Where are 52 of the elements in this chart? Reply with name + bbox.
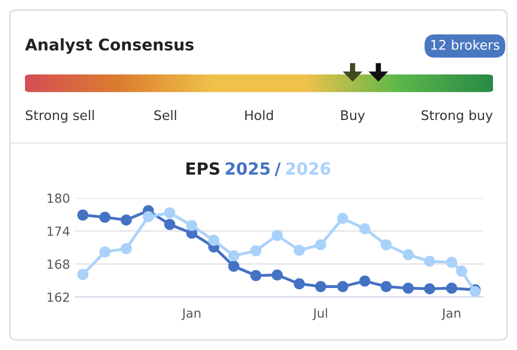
- y-tick-label: 174: [48, 226, 70, 236]
- point: [99, 212, 110, 223]
- text: 2026: [286, 162, 330, 175]
- point: [120, 243, 132, 254]
- point: [315, 280, 326, 292]
- point: [380, 280, 392, 292]
- point: [250, 245, 262, 256]
- point: [359, 223, 370, 234]
- point: [142, 211, 154, 222]
- point: [120, 214, 132, 226]
- point: [294, 278, 305, 290]
- point: [77, 268, 88, 280]
- point: [272, 269, 283, 281]
- category-label: Buy: [341, 110, 365, 123]
- point: [164, 218, 176, 230]
- category-label: Sell: [154, 110, 176, 120]
- text: 12 brokers: [431, 40, 500, 50]
- y-tick-label: 162: [48, 292, 69, 302]
- chart-title: EPS: [186, 162, 220, 175]
- point: [99, 246, 110, 258]
- point: [315, 239, 326, 250]
- point: [402, 282, 414, 294]
- y-tick-label: 168: [48, 259, 70, 269]
- point: [228, 260, 240, 272]
- point: [456, 266, 468, 277]
- point: [424, 256, 436, 267]
- point: [402, 249, 414, 260]
- point: [272, 230, 283, 241]
- point: [77, 209, 88, 221]
- point: [294, 244, 305, 256]
- point: [359, 275, 370, 287]
- point: [250, 270, 262, 282]
- point: [186, 220, 198, 232]
- x-tick-label: Jan: [181, 308, 200, 320]
- point: [337, 212, 348, 224]
- text: Analyst Consensus: [25, 38, 194, 54]
- point: [446, 282, 458, 294]
- point: [164, 207, 176, 218]
- y-tick-label: 180: [48, 193, 70, 203]
- category-label: Hold: [245, 110, 273, 120]
- x-tick-label: Jul: [312, 308, 328, 320]
- text: /: [274, 162, 281, 176]
- point: [337, 280, 348, 292]
- point: [424, 283, 436, 294]
- category-label: Strong buy: [422, 110, 493, 123]
- category-label: Strong sell: [26, 110, 94, 123]
- text: 2025: [226, 162, 270, 175]
- x-tick-label: Jan: [441, 308, 460, 320]
- point: [228, 250, 240, 262]
- point: [380, 239, 392, 250]
- point: [446, 256, 458, 268]
- point: [208, 234, 220, 246]
